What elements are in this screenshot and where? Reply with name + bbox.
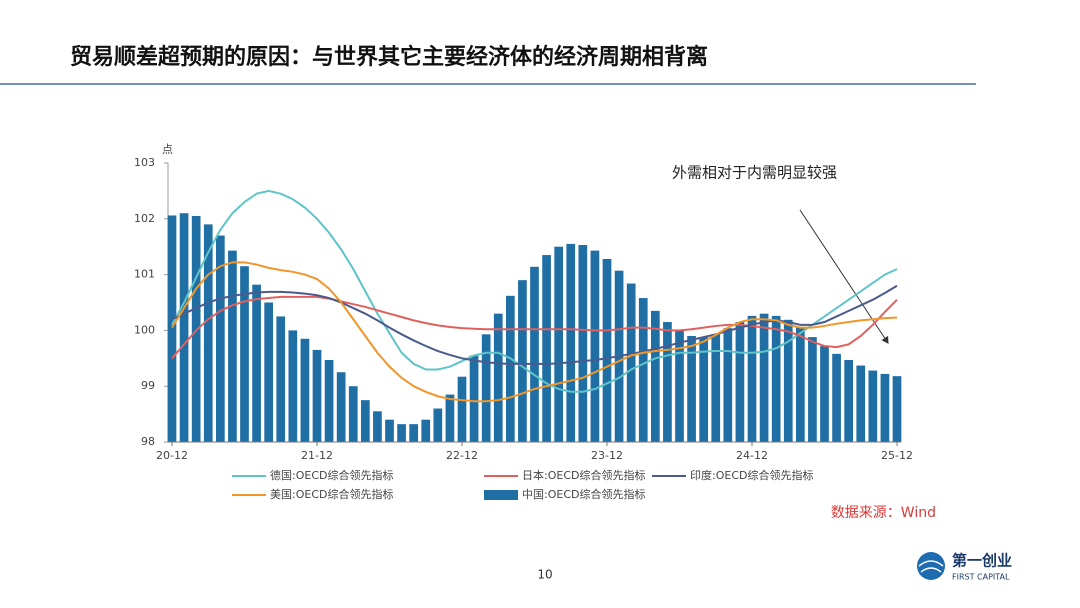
bar	[711, 334, 721, 442]
bar	[699, 337, 709, 442]
bar	[264, 302, 274, 442]
legend-label: 中国:OECD综合领先指标	[522, 487, 645, 501]
bar	[675, 330, 684, 442]
bar	[578, 245, 588, 442]
bar	[626, 283, 636, 442]
bar	[795, 327, 805, 442]
bar	[542, 255, 551, 442]
bar	[844, 359, 854, 442]
x-tick-label: 22-12	[446, 449, 478, 462]
bar	[481, 334, 491, 442]
x-tick-label: 20-12	[156, 449, 188, 462]
bar	[783, 319, 793, 442]
bar	[650, 310, 660, 442]
bar	[638, 298, 648, 442]
bar	[240, 266, 249, 442]
bar	[215, 235, 225, 442]
bar	[385, 419, 394, 442]
bar	[228, 250, 237, 442]
logo-name: 第一创业	[952, 552, 1012, 570]
bar	[493, 313, 503, 442]
bar	[735, 322, 745, 442]
y-tick-label: 99	[141, 379, 155, 392]
annotation: 外需相对于内需明显较强	[672, 164, 837, 182]
bar	[191, 216, 201, 442]
logo: 第一创业 FIRST CAPITAL	[917, 552, 1012, 582]
bar	[276, 316, 286, 442]
bar	[771, 315, 781, 442]
annotation-arrow	[799, 209, 889, 344]
bar	[324, 359, 334, 442]
line-series	[171, 261, 898, 403]
legend-label: 德国:OECD综合领先指标	[270, 468, 393, 482]
bar	[687, 335, 696, 442]
bar	[892, 376, 902, 442]
bar	[348, 386, 358, 442]
x-tick-label: 25-12	[881, 449, 913, 462]
bar	[518, 280, 527, 442]
page-number: 10	[537, 568, 552, 582]
bar	[360, 400, 370, 442]
bar	[252, 284, 261, 442]
bar	[336, 372, 346, 442]
bar	[179, 213, 189, 442]
y-tick-label: 98	[141, 435, 155, 448]
bar	[421, 419, 431, 442]
bar	[554, 246, 564, 442]
bar	[747, 315, 757, 442]
legend-label: 美国:OECD综合领先指标	[270, 487, 393, 501]
bar	[856, 365, 866, 442]
bar	[832, 353, 841, 442]
legend-swatch	[484, 490, 518, 500]
x-tick-label: 24-12	[736, 449, 768, 462]
source: 数据来源：Wind	[831, 505, 936, 521]
bar	[203, 224, 213, 442]
y-tick-label: 101	[134, 268, 155, 281]
logo-globe	[917, 552, 945, 580]
legend-label: 印度:OECD综合领先指标	[690, 468, 813, 482]
bar	[808, 337, 817, 442]
bar	[880, 373, 890, 442]
y-tick-label: 102	[134, 212, 155, 225]
bar	[820, 346, 829, 442]
bar	[530, 266, 539, 442]
line-series	[171, 189, 898, 393]
bar	[397, 424, 406, 442]
logo-english: FIRST CAPITAL	[952, 573, 1010, 582]
bar	[167, 215, 177, 442]
bar	[445, 394, 455, 442]
x-tick-label: 23-12	[591, 449, 623, 462]
slide-title: 贸易顺差超预期的原因：与世界其它主要经济体的经济周期相背离	[70, 44, 708, 70]
y-tick-label: 103	[134, 156, 155, 169]
y-axis-label: 点	[162, 143, 173, 156]
bar	[312, 349, 322, 442]
bar	[602, 258, 612, 442]
bar	[723, 328, 733, 442]
bar	[566, 243, 576, 442]
y-tick-label: 100	[134, 323, 155, 336]
bar	[409, 424, 419, 442]
bar	[300, 338, 310, 442]
bar	[469, 355, 479, 442]
x-tick-label: 21-12	[301, 449, 333, 462]
bar	[433, 408, 443, 442]
line-series	[171, 295, 898, 359]
bar	[868, 370, 878, 442]
bar	[457, 376, 467, 442]
bar	[373, 411, 382, 442]
bar	[505, 295, 515, 442]
bar	[590, 250, 600, 442]
bar	[663, 322, 672, 442]
legend-label: 日本:OECD综合领先指标	[522, 468, 645, 482]
bar	[288, 330, 298, 442]
bar	[759, 313, 769, 442]
